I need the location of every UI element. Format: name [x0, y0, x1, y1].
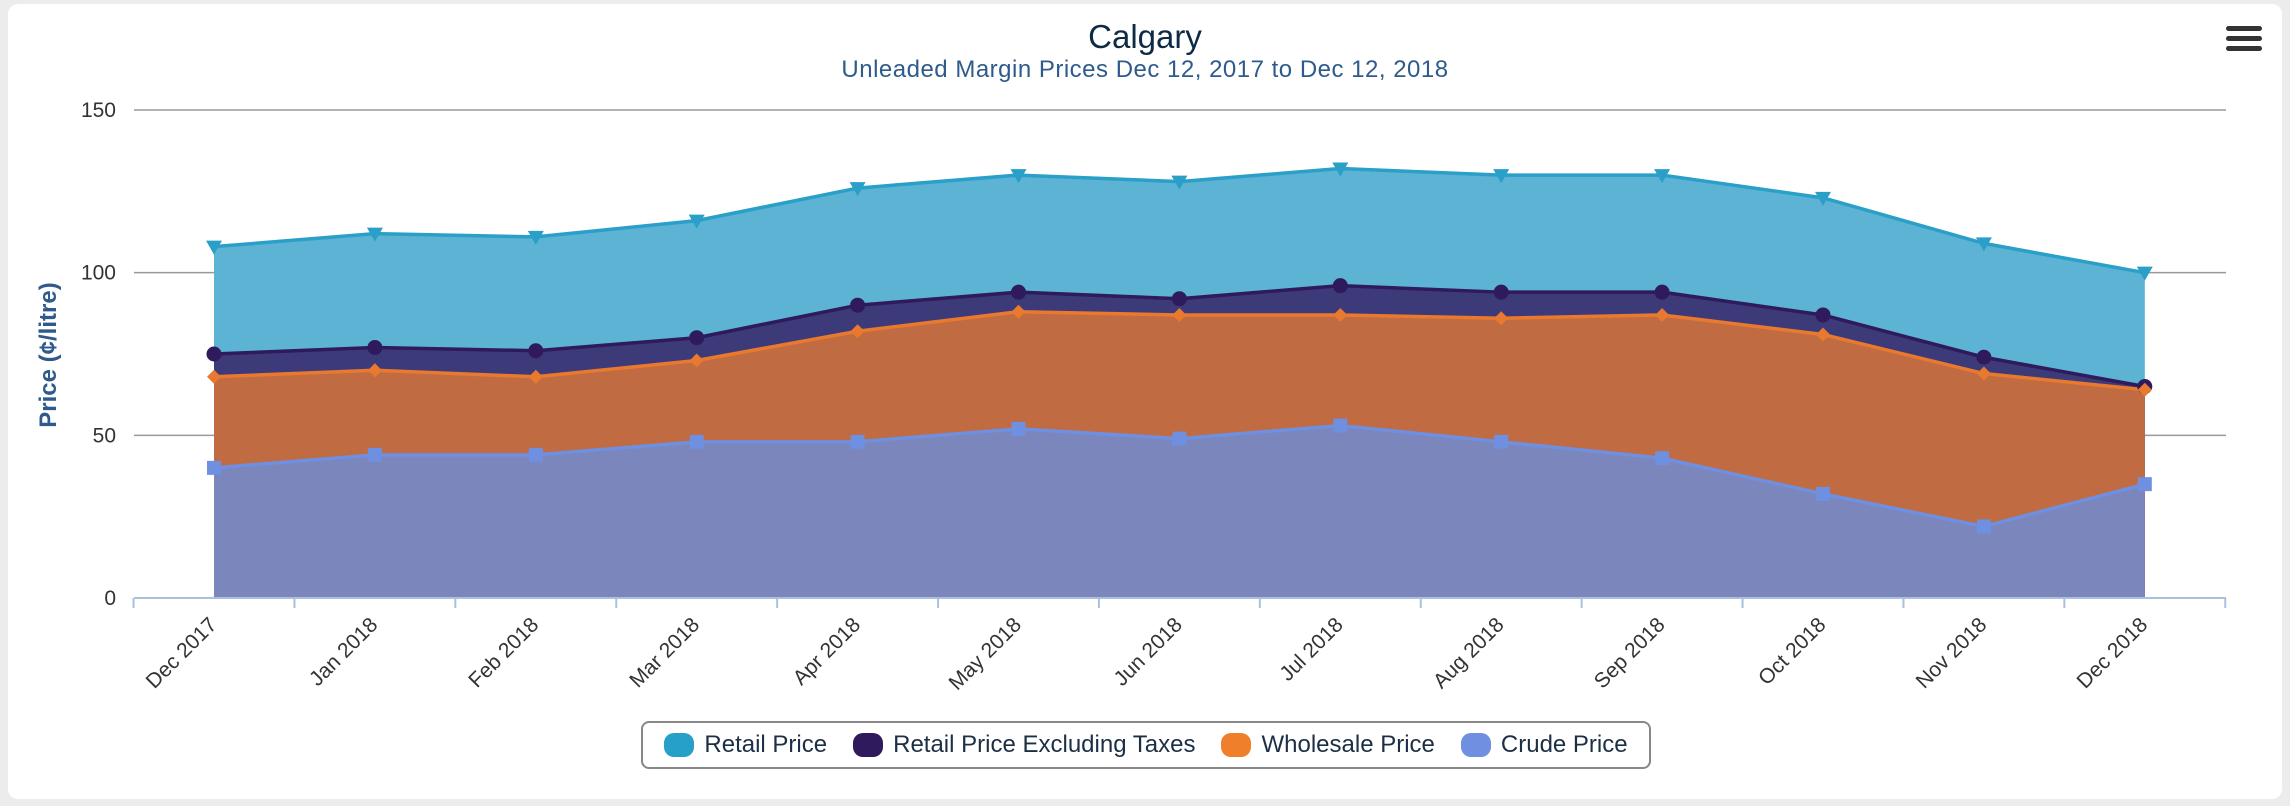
- x-tick-label: Sep 2018: [1590, 613, 1670, 693]
- data-point: [849, 182, 866, 197]
- x-tick-label: Dec 2018: [2072, 613, 2152, 693]
- data-point: [1976, 349, 1992, 365]
- legend-label: Crude Price: [1500, 731, 1628, 758]
- data-point: [1654, 169, 1671, 184]
- legend-label: Retail Price Excluding Taxes: [893, 731, 1196, 758]
- x-tick-label: Oct 2018: [1754, 613, 1831, 690]
- data-point: [1171, 291, 1187, 307]
- legend-swatch: [1460, 733, 1491, 757]
- y-tick-label: 150: [81, 99, 116, 122]
- area-layer: [213, 166, 2146, 598]
- data-point: [1815, 307, 1831, 323]
- data-point: [527, 230, 544, 245]
- marker-layer: [206, 162, 2153, 534]
- x-tick-label: Nov 2018: [1912, 613, 1992, 693]
- data-point: [688, 214, 705, 229]
- data-point: [1815, 191, 1831, 206]
- data-point: [528, 447, 543, 462]
- data-point: [1976, 366, 1991, 381]
- y-tick-label: 0: [104, 587, 116, 610]
- data-point: [1172, 431, 1187, 446]
- data-point: [1655, 307, 1670, 322]
- x-tick-label: Aug 2018: [1429, 613, 1509, 693]
- chart-legend: Retail Price Retail Price Excluding Taxe…: [641, 721, 1651, 769]
- data-point: [528, 369, 543, 384]
- data-point: [1975, 237, 1992, 252]
- x-tick-label: May 2018: [945, 613, 1026, 694]
- data-point: [1493, 284, 1509, 300]
- x-tick-label: Mar 2018: [625, 613, 704, 692]
- data-point: [1494, 434, 1509, 449]
- data-point: [528, 343, 544, 359]
- x-tick-label: Jun 2018: [1110, 613, 1187, 690]
- data-point: [1011, 284, 1026, 300]
- data-point: [1654, 284, 1670, 300]
- y-tick-label: 50: [93, 424, 116, 447]
- data-point: [689, 353, 704, 368]
- data-point: [367, 339, 383, 355]
- data-point: [206, 346, 222, 362]
- chart-subtitle: Unleaded Margin Prices Dec 12, 2017 to D…: [841, 56, 1449, 83]
- data-point: [689, 330, 705, 346]
- data-point: [1332, 278, 1348, 294]
- legend-item-retail-price[interactable]: Retail Price: [664, 731, 827, 759]
- data-point: [1171, 175, 1188, 190]
- legend-swatch: [853, 733, 884, 757]
- chart-title: Calgary: [1088, 18, 1202, 55]
- legend-label: Retail Price: [704, 731, 828, 758]
- data-point: [2137, 382, 2152, 397]
- data-point: [1816, 486, 1830, 501]
- hamburger-menu-icon[interactable]: [2226, 26, 2262, 58]
- y-tick-label: 100: [81, 262, 116, 285]
- legend-swatch: [664, 733, 695, 757]
- legend-swatch: [1221, 733, 1252, 757]
- data-point: [1333, 307, 1348, 322]
- data-point: [1493, 169, 1510, 184]
- x-tick-label: Apr 2018: [789, 613, 866, 690]
- data-point: [207, 369, 221, 384]
- legend-label: Wholesale Price: [1261, 731, 1435, 758]
- area-crude-price: [214, 425, 2145, 598]
- data-point: [1010, 169, 1027, 184]
- data-point: [366, 227, 383, 242]
- data-point: [1816, 327, 1830, 342]
- data-point: [2136, 266, 2153, 281]
- y-axis-title: Price (¢/litre): [35, 282, 62, 427]
- data-point: [367, 363, 382, 378]
- data-point: [1332, 162, 1349, 177]
- x-tick-label: Dec 2017: [142, 613, 222, 693]
- x-tick-label: Feb 2018: [464, 613, 543, 692]
- legend-item-retail-price-excluding-taxes[interactable]: Retail Price Excluding Taxes: [853, 731, 1195, 759]
- data-point: [207, 460, 221, 475]
- data-point: [1494, 311, 1509, 326]
- legend-item-crude-price[interactable]: Crude Price: [1460, 731, 1628, 759]
- data-point: [367, 447, 382, 462]
- data-point: [1172, 307, 1187, 322]
- data-point: [1655, 451, 1670, 466]
- data-point: [689, 434, 704, 449]
- data-point: [850, 297, 866, 313]
- data-point: [850, 324, 865, 339]
- data-point: [1976, 519, 1991, 534]
- x-tick-label: Jul 2018: [1275, 613, 1347, 685]
- data-point: [1011, 304, 1026, 319]
- data-point: [206, 240, 222, 255]
- data-point: [1011, 421, 1026, 436]
- legend-item-wholesale-price[interactable]: Wholesale Price: [1221, 731, 1435, 759]
- data-point: [850, 434, 865, 449]
- data-point: [1333, 418, 1348, 433]
- data-point: [2137, 477, 2152, 492]
- x-tick-label: Jan 2018: [305, 613, 382, 690]
